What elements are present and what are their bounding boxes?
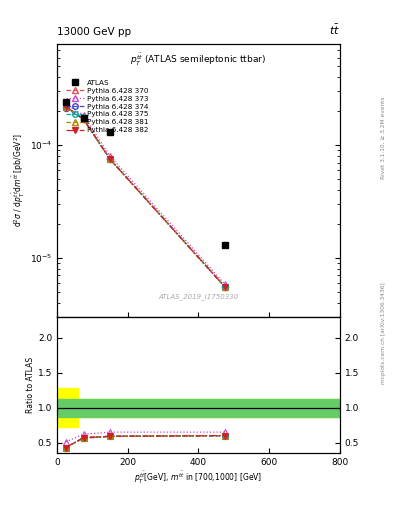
Legend: ATLAS, Pythia 6.428 370, Pythia 6.428 373, Pythia 6.428 374, Pythia 6.428 375, P: ATLAS, Pythia 6.428 370, Pythia 6.428 37… <box>66 80 149 133</box>
Text: $t\bar{t}$: $t\bar{t}$ <box>329 23 340 37</box>
Y-axis label: Ratio to ATLAS: Ratio to ATLAS <box>26 357 35 413</box>
X-axis label: $p_T^{t\bar{t}}$[GeV], $m^{t\bar{t}}$ in [700,1000] [GeV]: $p_T^{t\bar{t}}$[GeV], $m^{t\bar{t}}$ in… <box>134 470 263 486</box>
Text: $p_T^{t\bar{t}}$ (ATLAS semileptonic ttbar): $p_T^{t\bar{t}}$ (ATLAS semileptonic ttb… <box>130 52 266 68</box>
Text: ATLAS_2019_I1750330: ATLAS_2019_I1750330 <box>158 293 239 300</box>
Text: mcplots.cern.ch [arXiv:1306.3436]: mcplots.cern.ch [arXiv:1306.3436] <box>381 282 386 383</box>
Text: 13000 GeV pp: 13000 GeV pp <box>57 27 131 37</box>
Text: Rivet 3.1.10, ≥ 3.2M events: Rivet 3.1.10, ≥ 3.2M events <box>381 97 386 180</box>
Y-axis label: d$^2\sigma$ / d$p_T^{t\bar{t}}$d$m^{t\bar{t}}$ [pb/GeV$^2$]: d$^2\sigma$ / d$p_T^{t\bar{t}}$d$m^{t\ba… <box>11 133 27 227</box>
